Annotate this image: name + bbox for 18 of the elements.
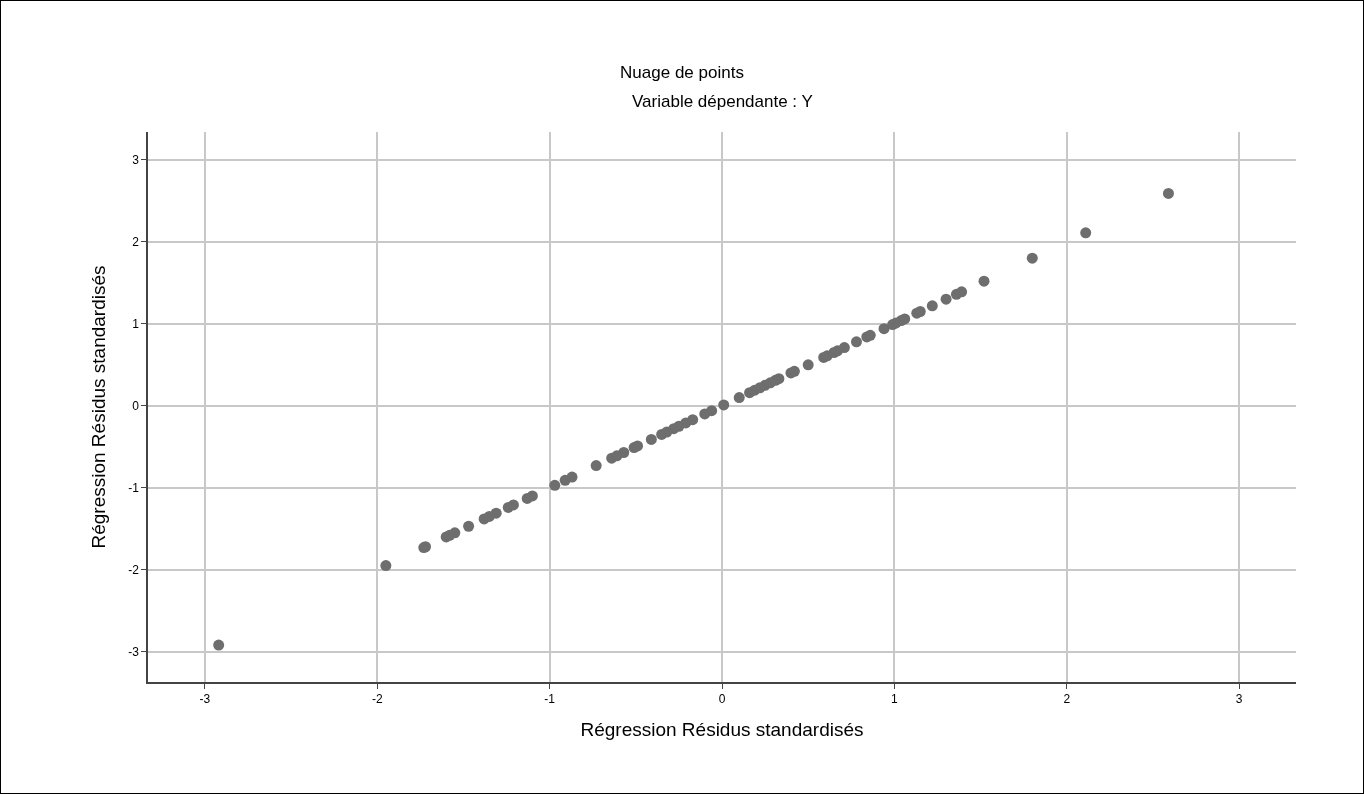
y-tick-label: -1 — [128, 480, 140, 495]
x-axis-title: Régression Résidus standardisés — [580, 719, 864, 741]
x-tick-label: 1 — [891, 692, 899, 707]
x-tick-label: 2 — [1063, 692, 1071, 707]
chart-subtitle: Variable dépendante : Y — [632, 92, 813, 111]
y-tick-label: 1 — [132, 317, 140, 331]
y-tick-label: -2 — [128, 562, 140, 577]
x-tick-label: -3 — [199, 692, 211, 707]
chart-title: Nuage de points — [620, 63, 744, 83]
y-axis-title: Régression Résidus standardisés — [87, 265, 109, 549]
x-tick-label: -1 — [544, 692, 556, 707]
y-tick-label: 3 — [132, 153, 140, 168]
y-tick-label: 0 — [132, 398, 140, 413]
y-tick-label: -3 — [128, 644, 140, 659]
x-tick-label: -2 — [371, 692, 383, 707]
x-tick-label: 0 — [718, 692, 726, 707]
x-tick-label: 3 — [1235, 692, 1243, 707]
y-tick-label: 2 — [132, 235, 140, 250]
